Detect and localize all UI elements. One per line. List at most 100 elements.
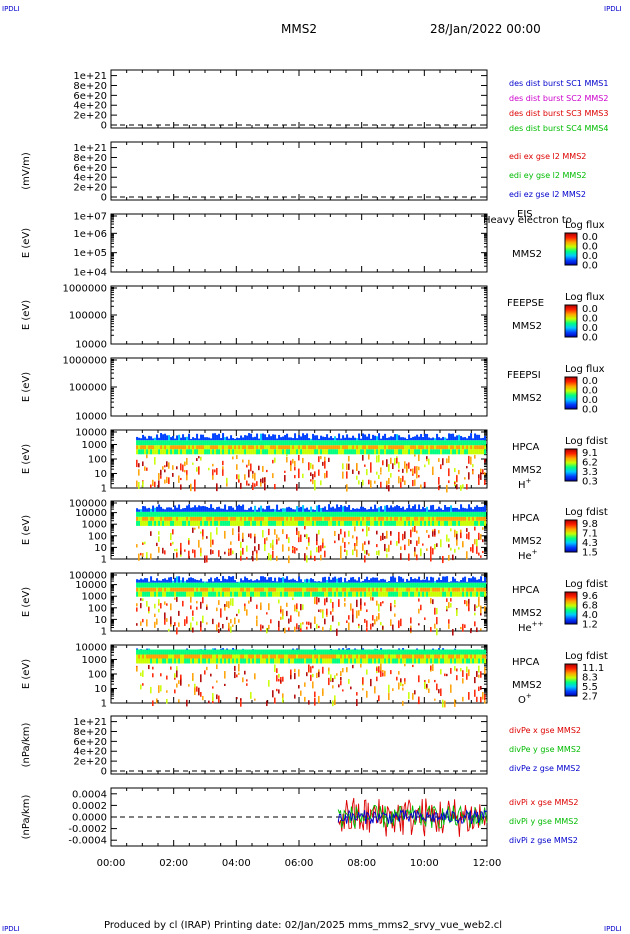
colorbar-tick-label: 2.7 bbox=[582, 692, 598, 703]
y-tick-label: 0 bbox=[101, 193, 107, 204]
panel-frame bbox=[110, 141, 488, 201]
species-charge: + bbox=[526, 477, 532, 485]
panel-frame bbox=[110, 285, 488, 345]
y-tick-label: 100 bbox=[88, 531, 107, 542]
colorbar-tick-label: 0.0 bbox=[582, 261, 598, 272]
colorbar-tick-label: 1.2 bbox=[582, 620, 598, 631]
y-tick-label: 1e+07 bbox=[73, 212, 107, 223]
x-tick-label: 10:00 bbox=[410, 858, 439, 869]
y-tick-label: 4e+20 bbox=[73, 101, 107, 112]
y-tick-label: 4e+20 bbox=[73, 173, 107, 184]
colorbar-tick-label: 3.3 bbox=[582, 467, 598, 478]
legend-entry: divPe y gse MMS2 bbox=[509, 745, 581, 754]
y-tick-label: 1e+05 bbox=[73, 248, 107, 259]
y-tick-label: 1e+04 bbox=[73, 268, 107, 279]
colorbar-title: Log fdist bbox=[565, 579, 608, 590]
y-axis-label: E (eV) bbox=[21, 228, 32, 258]
colorbar-tick-label: 9.8 bbox=[582, 519, 598, 530]
spectrogram-pixels bbox=[136, 576, 487, 636]
y-tick-label: 1000 bbox=[82, 520, 107, 531]
y-tick-label: 100000 bbox=[69, 571, 107, 582]
colorbar-tick-label: 11.1 bbox=[582, 663, 604, 674]
spacecraft-label: MMS2 bbox=[512, 608, 542, 619]
colorbar-tick-label: 0.0 bbox=[582, 314, 598, 325]
colorbar-tick-label: 7.1 bbox=[582, 529, 598, 540]
colorbar-tick-label: 8.3 bbox=[582, 673, 598, 684]
y-tick-label: 2e+20 bbox=[73, 111, 107, 122]
y-tick-label: 0 bbox=[101, 121, 107, 132]
datetime-title: 28/Jan/2022 00:00 bbox=[430, 22, 541, 36]
colorbar-title: Log fdist bbox=[565, 651, 608, 662]
spacecraft-label: MMS2 bbox=[512, 321, 542, 332]
y-tick-label: 1000000 bbox=[62, 356, 107, 367]
corner-label-top-left: IPDLI bbox=[2, 5, 20, 13]
instrument-label: HPCA bbox=[512, 513, 540, 524]
species-label: He+ bbox=[518, 548, 538, 562]
legend-entry: divPe z gse MMS2 bbox=[509, 764, 580, 773]
colorbar-title: Log flux bbox=[565, 364, 605, 375]
colorbar-tick-label: 0.0 bbox=[582, 251, 598, 262]
series-trace-divPi z gse MMS2 bbox=[337, 808, 488, 825]
instrument-label: HPCA bbox=[512, 442, 540, 453]
y-tick-label: 2e+20 bbox=[73, 183, 107, 194]
colorbar bbox=[564, 304, 578, 338]
instrument-label: HPCA bbox=[512, 585, 540, 596]
x-tick-label: 08:00 bbox=[347, 858, 376, 869]
species-label: Heavy electron to bbox=[483, 215, 572, 226]
y-tick-label: 0 bbox=[101, 767, 107, 778]
legend-entry: des dist burst SC3 MMS3 bbox=[509, 109, 608, 118]
x-tick-label: 12:00 bbox=[473, 858, 502, 869]
y-tick-label: 10000 bbox=[75, 412, 107, 423]
colorbar bbox=[564, 376, 578, 410]
species-label: He++ bbox=[518, 620, 544, 634]
legend-entry: divPe x gse MMS2 bbox=[509, 726, 581, 735]
x-tick-label: 02:00 bbox=[159, 858, 188, 869]
y-tick-label: -0.0002 bbox=[68, 824, 107, 835]
colorbar-title: Log flux bbox=[565, 220, 605, 231]
y-axis-label: (mV/m) bbox=[21, 152, 32, 190]
y-tick-label: 1 bbox=[101, 627, 107, 638]
y-tick-label: 10000 bbox=[75, 643, 107, 654]
y-tick-label: 100000 bbox=[69, 383, 107, 394]
spacecraft-label: MMS2 bbox=[512, 465, 542, 476]
species-charge: ++ bbox=[532, 620, 544, 628]
corner-label-bottom-right: IPDLI bbox=[604, 925, 622, 933]
colorbar-tick-label: 0.0 bbox=[582, 323, 598, 334]
y-axis-label: (nPa/km) bbox=[21, 795, 32, 840]
colorbar-tick-label: 6.2 bbox=[582, 458, 598, 469]
y-tick-label: 1 bbox=[101, 555, 107, 566]
colorbar-tick-label: 4.0 bbox=[582, 610, 598, 621]
y-axis-label: (nPa/km) bbox=[21, 723, 32, 768]
species-charge: + bbox=[532, 548, 538, 556]
y-tick-label: 1e+21 bbox=[73, 143, 107, 154]
series-trace-divPi x gse MMS2 bbox=[337, 797, 488, 837]
y-tick-label: 100 bbox=[88, 670, 107, 681]
colorbar-tick-label: 0.3 bbox=[582, 477, 598, 488]
x-tick-label: 06:00 bbox=[285, 858, 314, 869]
y-tick-label: 0.0004 bbox=[72, 789, 107, 800]
y-tick-label: 100 bbox=[88, 455, 107, 466]
y-tick-label: 1e+06 bbox=[73, 229, 107, 240]
spacecraft-label: MMS2 bbox=[512, 393, 542, 404]
colorbar-tick-label: 0.0 bbox=[582, 405, 598, 416]
species-label: H+ bbox=[518, 477, 532, 491]
colorbar-tick-label: 0.0 bbox=[582, 333, 598, 344]
y-axis-label: E (eV) bbox=[21, 659, 32, 689]
y-tick-label: 1 bbox=[101, 699, 107, 710]
y-axis-label: E (eV) bbox=[21, 300, 32, 330]
y-tick-label: 2e+20 bbox=[73, 757, 107, 768]
colorbar-tick-label: 1.5 bbox=[582, 548, 598, 559]
panel-frame bbox=[110, 357, 488, 417]
colorbar-title: Log flux bbox=[565, 292, 605, 303]
y-tick-label: 0.0000 bbox=[72, 813, 107, 824]
spectrogram-pixels bbox=[136, 504, 487, 564]
y-tick-label: 100 bbox=[88, 603, 107, 614]
legend-entry: divPi y gse MMS2 bbox=[509, 817, 578, 826]
